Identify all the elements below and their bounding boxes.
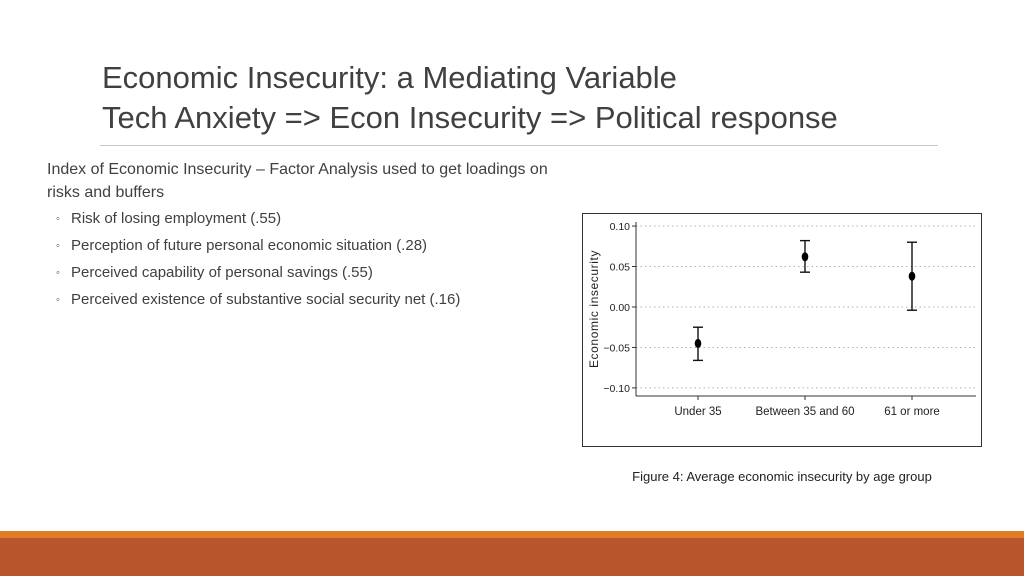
y-tick-label: −0.10 xyxy=(603,383,630,395)
title-line-2: Tech Anxiety => Econ Insecurity => Polit… xyxy=(102,100,838,135)
intro-text: Index of Economic Insecurity – Factor An… xyxy=(47,161,548,201)
figure-caption: Figure 4: Average economic insecurity by… xyxy=(632,469,932,484)
slide-title: Economic Insecurity: a Mediating Variabl… xyxy=(102,58,952,138)
bullet-item: ◦ Perceived capability of personal saving… xyxy=(56,261,576,288)
bullet-icon: ◦ xyxy=(56,240,60,252)
bullet-text: Risk of losing employment (.55) xyxy=(71,210,282,227)
bullet-item: ◦ Risk of losing employment (.55) xyxy=(56,207,576,234)
bullet-list: ◦ Risk of losing employment (.55) ◦ Percep… xyxy=(56,207,576,315)
bullet-item: ◦ Perceived existence of substantive soci… xyxy=(56,288,576,315)
bullet-icon: ◦ xyxy=(56,294,60,306)
bullet-text: Perception of future personal economic s… xyxy=(71,237,428,254)
x-tick-label: Between 35 and 60 xyxy=(755,406,854,418)
age-group-chart: 0.10 0.05 0.00 −0.05 −0.10 Economic insecurit… xyxy=(587,221,976,418)
title-divider xyxy=(100,145,938,146)
x-tick-label: Under 35 xyxy=(674,406,721,418)
footer-accent-strip xyxy=(0,531,1024,538)
x-tick-label: 61 or more xyxy=(884,406,940,418)
data-point xyxy=(908,271,916,281)
y-axis-label: Economic insecurity xyxy=(587,250,601,368)
bullet-text: Perceived existence of substantive socia… xyxy=(71,291,461,308)
footer-bar xyxy=(0,538,1024,576)
bullet-item: ◦ Perception of future personal economic … xyxy=(56,234,576,261)
y-tick-label: 0.00 xyxy=(610,302,631,314)
data-point xyxy=(801,252,809,262)
bullet-text: Perceived capability of personal savings… xyxy=(71,264,373,281)
chart-figure: 0.10 0.05 0.00 −0.05 −0.10 Economic insecurit… xyxy=(582,213,982,447)
title-line-1: Economic Insecurity: a Mediating Variabl… xyxy=(102,60,677,95)
y-tick-label: 0.05 xyxy=(610,262,631,274)
bullet-icon: ◦ xyxy=(56,267,60,279)
y-tick-label: 0.10 xyxy=(610,221,631,233)
data-point xyxy=(694,338,702,348)
bullet-icon: ◦ xyxy=(56,213,60,225)
y-tick-label: −0.05 xyxy=(603,342,630,354)
